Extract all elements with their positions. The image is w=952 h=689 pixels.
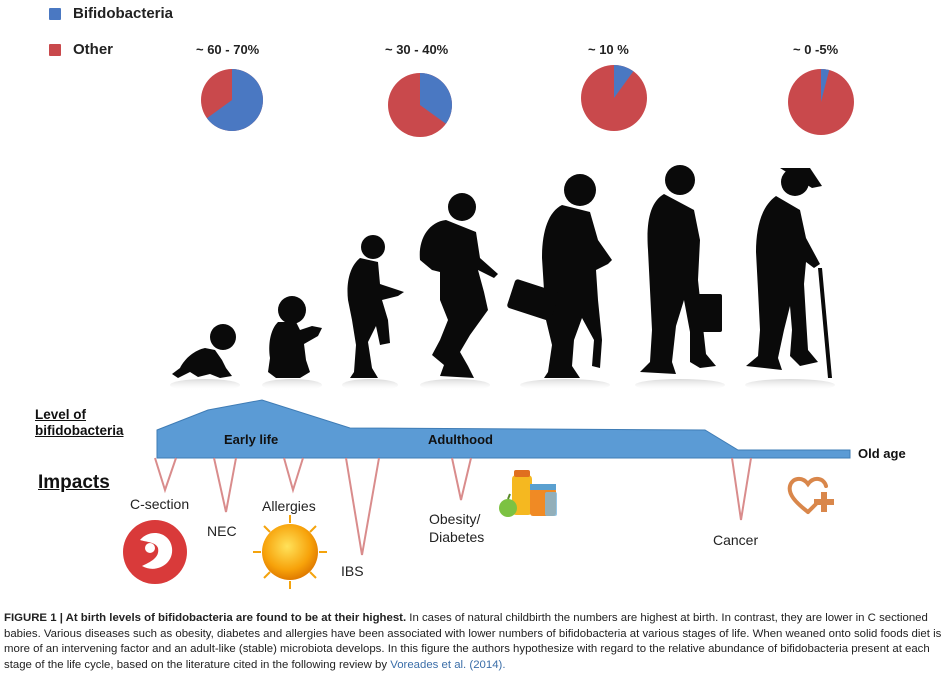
sun-icon [253, 515, 327, 589]
ground-reflections [170, 379, 835, 391]
bifidobacteria-level-band [156, 399, 851, 459]
pie-slice-bifidobacteria [420, 73, 452, 124]
child-silhouette [347, 235, 404, 378]
elderly-silhouette [746, 168, 832, 378]
caption-figure-number: FIGURE 1 | [4, 612, 66, 624]
caption-reference-link[interactable]: Voreades et al. [390, 658, 467, 671]
pie-label-4: ~ 0 -5% [793, 42, 839, 57]
pie-label-2: ~ 30 - 40% [385, 42, 449, 57]
stage-label-old-age: Old age [858, 446, 906, 461]
stage-label-early-life: Early life [224, 432, 279, 447]
legend-swatch-other [49, 43, 61, 56]
impact-label-nec: NEC [207, 523, 237, 539]
pie-chart-childhood [388, 73, 452, 137]
impact-label-cancer: Cancer [713, 532, 759, 548]
pie-slice-bifidobacteria [206, 69, 263, 131]
impact-markers [154, 457, 752, 556]
legend-swatch-bifidobacteria [49, 7, 61, 20]
pie-chart-old-age [788, 69, 854, 135]
level-of-bifidobacteria-label: Level of bifidobacteria [35, 407, 124, 438]
legend-label-bifidobacteria: Bifidobacteria [73, 5, 174, 22]
toddler-sitting-silhouette [268, 296, 322, 378]
impact-marker-nec [213, 457, 237, 513]
middle-aged-silhouette [640, 165, 722, 374]
caption-headline: At birth levels of bifidobacteria are fo… [65, 612, 407, 624]
pie-label-1: ~ 60 - 70% [196, 42, 260, 57]
food-jars-icon [499, 470, 557, 517]
impacts-title: Impacts [38, 472, 110, 493]
baby-crawling-silhouette [172, 324, 236, 378]
pie-chart-adulthood [581, 65, 647, 131]
impact-label-c-section: C-section [130, 496, 190, 512]
impact-label-allergies: Allergies [262, 498, 316, 514]
impact-marker-c-section [154, 457, 177, 494]
caption-reference-year: (2014). [466, 658, 506, 671]
impact-label-ibs: IBS [341, 563, 364, 579]
silhouettes [172, 165, 832, 378]
c-section-icon [123, 520, 187, 584]
impact-marker-obesity [451, 457, 472, 501]
impact-marker-allergies [283, 457, 304, 494]
caption-body: In cases of natural childbirth the numbe… [4, 612, 942, 671]
life-cycle-illustration [123, 165, 851, 589]
impact-marker-cancer [731, 457, 752, 521]
impact-marker-ibs [345, 457, 380, 556]
impact-label-obesity-diabetes: Obesity/ Diabetes [429, 511, 485, 545]
stage-label-adulthood: Adulthood [428, 432, 493, 447]
figure-caption: FIGURE 1 | At birth levels of bifidobact… [4, 611, 948, 673]
pie-slice-bifidobacteria [614, 65, 634, 98]
legend-label-other: Other [73, 41, 114, 58]
adult-silhouette [507, 174, 612, 378]
teen-silhouette [419, 193, 498, 378]
heart-plus-icon [787, 477, 834, 514]
legend-item-other: Other [49, 41, 113, 58]
legend-item-bifidobacteria: Bifidobacteria [49, 5, 173, 22]
pie-slice-bifidobacteria [821, 69, 830, 102]
pie-label-3: ~ 10 % [588, 42, 629, 57]
pie-chart-early-life [201, 69, 263, 131]
